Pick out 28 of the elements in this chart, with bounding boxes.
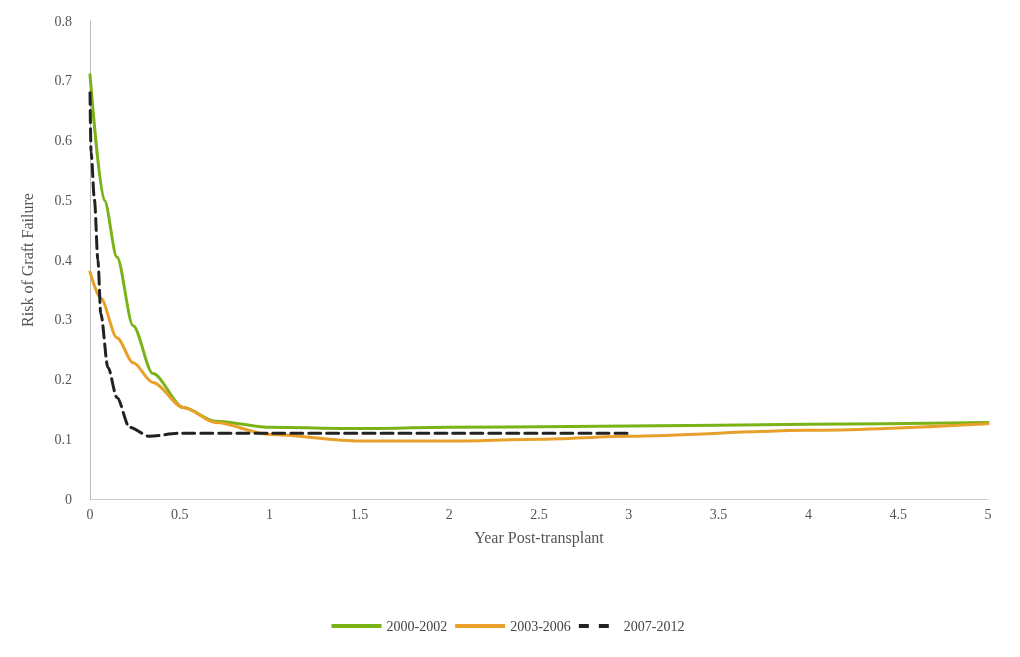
y-tick-label: 0.4: [54, 252, 72, 268]
x-tick-label: 4.5: [889, 506, 907, 522]
y-tick-label: 0.2: [54, 372, 72, 387]
y-tick-label: 0.1: [54, 431, 72, 447]
x-tick-label: 3.5: [709, 506, 728, 522]
y-tick-label: 0: [65, 491, 72, 507]
x-tick-label: 2.5: [530, 506, 548, 522]
x-tick-label: 0.5: [171, 506, 189, 522]
y-tick-label: 0.3: [54, 312, 72, 328]
y-tick-label: 0.7: [54, 73, 72, 89]
legend-label: 2003-2006: [510, 618, 571, 634]
y-tick-label: 0.5: [54, 192, 72, 208]
line-series: [88, 270, 990, 443]
x-tick-label: 2: [445, 506, 453, 522]
y-axis-title: Risk of Graft Failure: [18, 193, 36, 327]
x-tick-label: 4: [804, 506, 812, 522]
x-tick-label: 3: [625, 506, 633, 522]
legend-label: 2000-2002: [386, 618, 448, 634]
line-series: [88, 73, 990, 430]
x-tick-label: 1: [266, 506, 274, 522]
y-tick-label: 0.8: [54, 13, 72, 29]
y-tick-label: 0.6: [54, 133, 72, 148]
line-series: [88, 91, 631, 438]
x-tick-label: 5: [984, 506, 992, 522]
x-tick-label: 0: [86, 506, 94, 522]
x-axis-title: Year Post-transplant: [474, 528, 605, 547]
x-tick-label: 1.5: [350, 506, 369, 522]
legend-label: 2007-2012: [623, 618, 685, 634]
